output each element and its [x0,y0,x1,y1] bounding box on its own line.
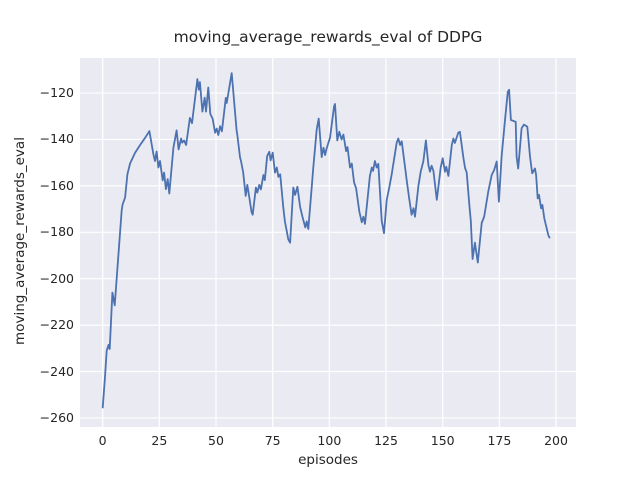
y-tick-label: −260 [39,409,74,425]
series-line [101,72,551,409]
x-tick-label: 75 [264,433,281,448]
y-tick-label: −120 [39,85,74,101]
x-tick-label: 175 [487,433,512,448]
x-tick-label: 200 [544,433,568,448]
y-tick-label: −160 [39,177,74,193]
x-tick-label: 100 [317,433,342,448]
y-tick-label: −220 [39,317,74,333]
y-axis-label: moving_average_rewards_eval [12,137,28,345]
x-tick-label: 0 [98,433,107,448]
y-tick-label: −200 [39,270,74,286]
axes-background [80,58,576,427]
x-tick-label: 125 [374,433,398,448]
plot-area [80,58,576,427]
x-tick-label: 25 [151,433,168,448]
y-tick-label: −140 [39,131,74,147]
x-axis-label: episodes [298,452,358,468]
y-tick-label: −180 [39,224,74,240]
chart-title: moving_average_rewards_eval of DDPG [173,28,483,46]
y-tick-label: −240 [39,363,74,379]
x-tick-label: 50 [208,433,224,448]
x-tick-label: 150 [430,433,455,448]
